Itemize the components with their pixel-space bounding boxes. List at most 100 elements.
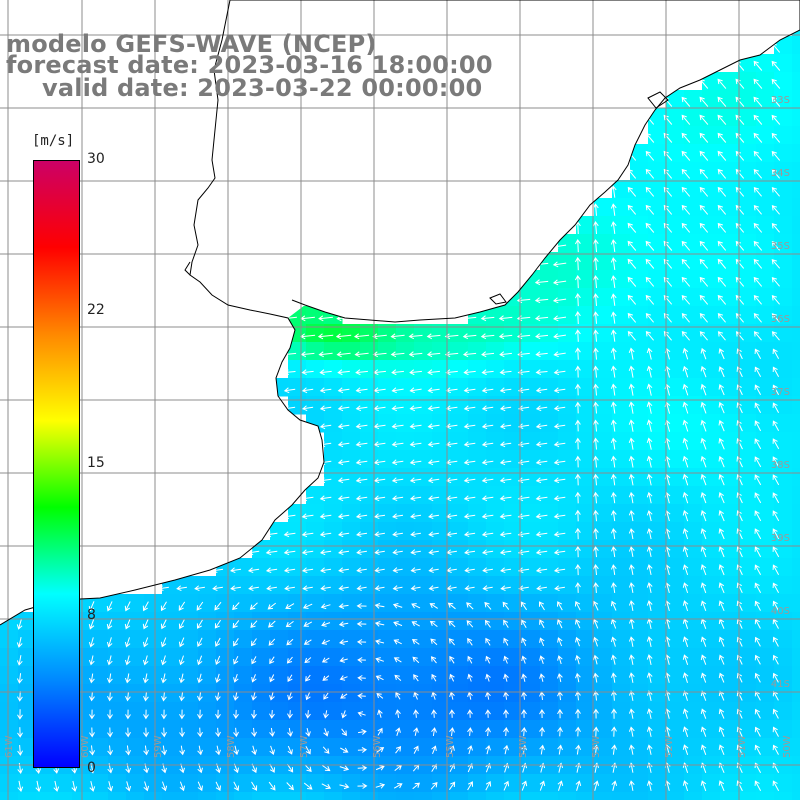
wind-arrow <box>552 297 567 304</box>
wind-arrow <box>358 729 367 735</box>
wind-arrow <box>535 387 548 394</box>
wind-arrow <box>610 383 617 396</box>
wind-arrow <box>718 419 725 432</box>
longitude-label: 55W <box>445 735 456 758</box>
wind-arrow <box>142 619 149 630</box>
wind-arrow <box>574 311 581 325</box>
wind-arrow <box>753 331 762 341</box>
wind-arrow <box>753 114 763 125</box>
wind-arrow <box>646 528 653 540</box>
land-polygon <box>0 0 800 322</box>
wind-arrow <box>16 618 23 630</box>
wind-arrow <box>391 423 404 430</box>
wind-arrow <box>287 692 293 701</box>
wind-arrow <box>320 603 331 610</box>
wind-arrow <box>682 365 689 378</box>
wind-arrow <box>753 222 763 233</box>
wind-arrow <box>517 441 530 448</box>
wind-arrow <box>215 727 221 738</box>
wind-arrow <box>215 691 221 702</box>
wind-arrow <box>319 513 332 520</box>
wind-arrow <box>142 655 149 666</box>
wind-arrow <box>593 708 599 719</box>
wind-arrow <box>628 780 635 791</box>
wind-arrow <box>700 708 707 719</box>
wind-arrow <box>592 419 599 432</box>
wind-arrow <box>319 549 332 556</box>
wind-arrow <box>717 78 727 89</box>
wind-arrow <box>736 546 743 558</box>
wind-arrow <box>610 455 617 468</box>
wind-arrow <box>158 585 169 592</box>
wind-arrow <box>124 619 131 630</box>
wind-arrow <box>196 619 203 629</box>
wind-arrow <box>373 495 386 502</box>
wind-arrow <box>557 673 563 683</box>
wind-arrow <box>337 369 350 376</box>
wind-arrow <box>772 564 780 576</box>
wind-arrow <box>628 401 635 414</box>
wind-arrow <box>392 549 403 556</box>
wind-arrow <box>610 672 617 683</box>
wind-arrow <box>499 423 512 430</box>
wind-arrow <box>161 727 167 738</box>
wind-arrow <box>574 256 581 271</box>
wind-arrow <box>717 240 727 251</box>
wind-arrow <box>574 491 581 504</box>
wind-arrow <box>447 602 456 610</box>
wind-arrow <box>682 690 689 701</box>
wind-arrow <box>718 348 725 360</box>
wind-arrow <box>628 582 635 593</box>
wind-arrow <box>682 744 689 755</box>
wind-arrow <box>646 510 653 522</box>
wind-arrow <box>575 672 581 683</box>
wind-arrow <box>646 365 653 378</box>
wind-arrow <box>682 654 689 665</box>
wind-arrow <box>772 654 779 665</box>
wind-arrow <box>771 78 781 89</box>
wind-arrow <box>466 602 474 610</box>
wind-arrow <box>771 186 780 197</box>
wind-arrow <box>338 621 349 627</box>
wind-arrow <box>269 745 275 755</box>
wind-arrow <box>392 567 403 574</box>
wind-arrow <box>663 240 673 251</box>
wind-arrow <box>753 258 763 269</box>
wind-arrow <box>575 582 581 593</box>
wind-arrow <box>681 186 691 197</box>
wind-arrow <box>645 276 655 287</box>
wind-arrow <box>357 657 366 663</box>
wind-arrow <box>89 780 96 792</box>
longitude-label: 61W <box>4 735 15 758</box>
wind-arrow <box>124 673 131 684</box>
wind-arrow <box>375 639 385 645</box>
wind-arrow <box>233 691 239 701</box>
wind-arrow <box>337 459 350 466</box>
wind-arrow <box>574 527 581 540</box>
wind-arrow <box>357 711 366 717</box>
wind-arrow <box>736 510 743 522</box>
wind-arrow <box>645 186 655 197</box>
wind-arrow <box>771 240 780 251</box>
wind-arrow <box>196 601 204 611</box>
wind-arrow <box>592 437 599 450</box>
coastline <box>0 0 800 626</box>
wind-arrow <box>646 437 653 450</box>
wind-arrow <box>718 726 725 737</box>
wind-arrow <box>645 204 655 215</box>
wind-arrow <box>771 132 781 143</box>
wind-arrow <box>610 491 617 504</box>
wind-arrow <box>699 276 709 287</box>
wind-arrow <box>301 369 314 376</box>
wind-arrow <box>574 401 581 414</box>
wind-arrow <box>610 546 617 558</box>
wind-arrow <box>394 674 402 681</box>
wind-arrow <box>700 347 707 360</box>
wind-arrow <box>503 780 510 791</box>
wind-arrow <box>337 531 350 538</box>
wind-arrow <box>372 333 387 340</box>
wind-arrow <box>717 132 727 143</box>
wind-arrow <box>160 601 167 612</box>
wind-arrow <box>17 727 23 738</box>
wind-arrow <box>700 636 707 647</box>
